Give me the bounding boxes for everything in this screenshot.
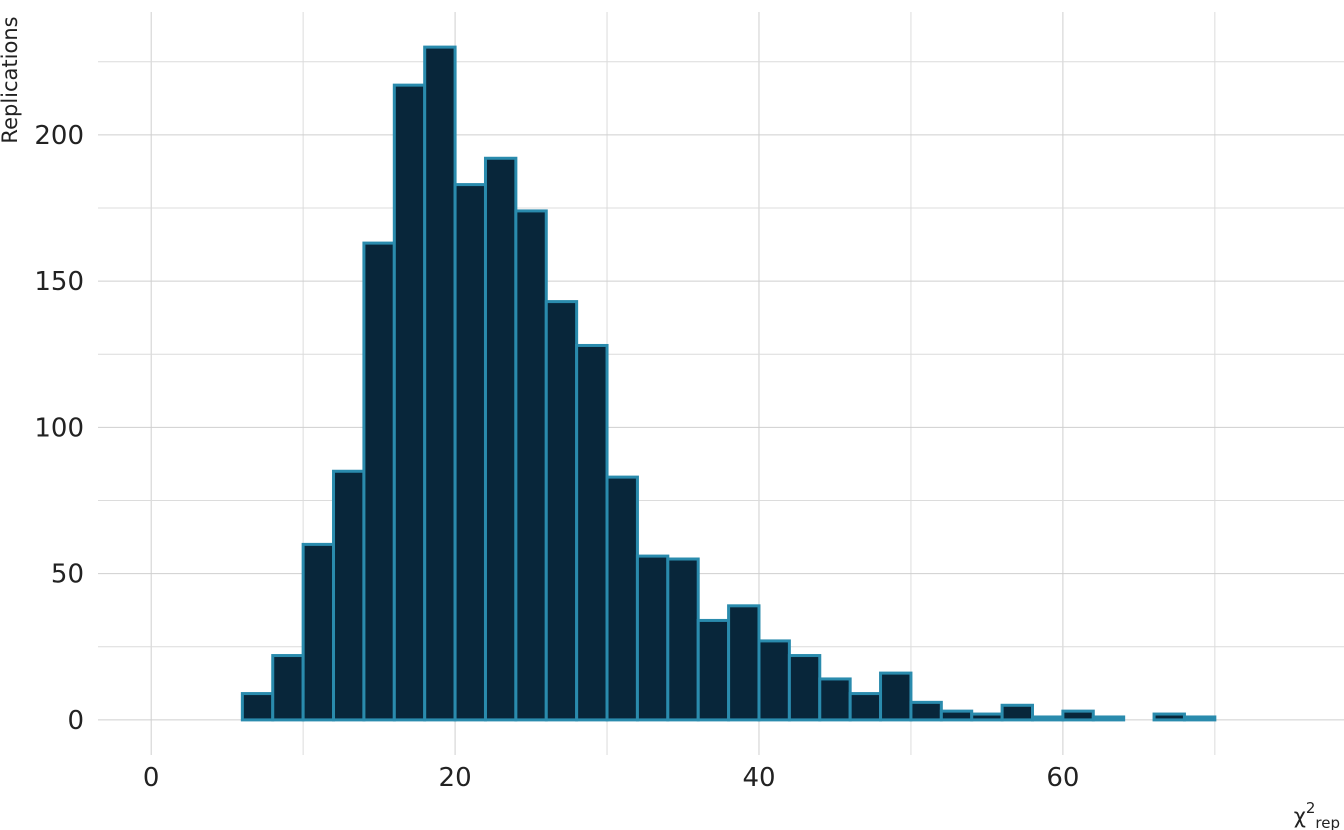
histogram-bar bbox=[362, 241, 396, 722]
bars bbox=[240, 45, 1217, 722]
histogram-bar bbox=[271, 654, 305, 722]
y-tick-label: 50 bbox=[51, 560, 84, 590]
histogram-bar bbox=[879, 671, 913, 722]
histogram-bar bbox=[635, 554, 670, 722]
histogram-bar bbox=[696, 618, 731, 722]
histogram-bar bbox=[544, 300, 579, 722]
histogram-bar bbox=[939, 709, 974, 722]
x-axis-title: χ2rep bbox=[1294, 799, 1340, 830]
histogram-bar bbox=[575, 343, 609, 722]
y-axis-title: Replications bbox=[0, 16, 22, 143]
x-tick-label: 40 bbox=[742, 763, 775, 793]
x-tick-labels: 0 20 40 60 bbox=[143, 763, 1080, 793]
y-tick-label: 200 bbox=[34, 121, 84, 151]
histogram-bar bbox=[483, 156, 518, 722]
y-tick-label: 150 bbox=[34, 267, 84, 297]
histogram-bar bbox=[1031, 715, 1065, 722]
histogram-bar bbox=[1000, 703, 1034, 722]
x-axis-title-base: χ bbox=[1294, 804, 1306, 828]
histogram-bar bbox=[605, 475, 639, 722]
histogram-bar bbox=[787, 654, 822, 722]
histogram-bar bbox=[453, 183, 487, 722]
y-tick-label: 0 bbox=[67, 706, 84, 736]
x-axis-title-subscript: rep bbox=[1315, 814, 1340, 830]
histogram-bar bbox=[1152, 712, 1186, 722]
histogram-bar bbox=[1182, 715, 1217, 722]
x-tick-label: 0 bbox=[143, 763, 160, 793]
histogram-bar bbox=[727, 604, 761, 722]
histogram-bar bbox=[970, 712, 1004, 722]
histogram-bar bbox=[514, 209, 548, 722]
histogram-bar bbox=[666, 557, 700, 722]
histogram-bar bbox=[757, 639, 791, 722]
y-tick-labels: 0 50 100 150 200 bbox=[34, 121, 84, 736]
histogram-bar bbox=[848, 692, 883, 722]
x-tick-label: 60 bbox=[1046, 763, 1079, 793]
histogram-bar bbox=[392, 83, 427, 722]
x-tick-label: 20 bbox=[439, 763, 472, 793]
histogram-bar bbox=[818, 677, 852, 722]
histogram-bar bbox=[332, 469, 366, 722]
histogram-bar bbox=[240, 692, 275, 722]
y-tick-label: 100 bbox=[34, 413, 84, 443]
histogram-bar bbox=[1061, 709, 1095, 722]
x-axis-title-superscript: 2 bbox=[1306, 799, 1316, 817]
histogram-bar bbox=[1091, 715, 1126, 722]
histogram-bar bbox=[301, 542, 336, 722]
histogram-bar bbox=[423, 45, 457, 722]
histogram-bar bbox=[909, 700, 943, 722]
